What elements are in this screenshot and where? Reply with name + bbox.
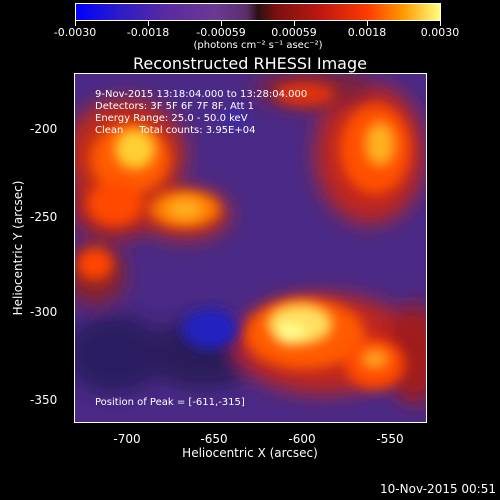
colorbar-tick-label: 0.0030 [420,26,460,39]
footer-timestamp: 10-Nov-2015 00:51 [380,482,496,496]
colorbar [75,3,441,21]
annotation-clean-counts: Clean Total counts: 3.95E+04 [95,125,256,136]
annotation-time-range: 9-Nov-2015 13:18:04.000 to 13:28:04.000 [95,89,308,100]
y-tick-label: -250 [30,210,58,224]
rhessi-image [75,74,426,422]
y-axis-label: Heliocentric Y (arcsec) [11,180,25,316]
y-tick-label: -350 [30,393,58,407]
colorbar-tick-label: 0.00059 [271,26,317,39]
colorbar-unit-label: (photons cm⁻² s⁻¹ asec⁻²) [193,40,323,51]
colorbar-tick-label: 0.0018 [347,26,387,39]
x-tick-label: -550 [376,432,404,446]
image-plot-area [74,73,427,423]
y-tick-label: -200 [30,122,58,136]
y-tick-label: -300 [30,305,58,319]
x-tick-label: -600 [288,432,316,446]
annotation-energy-range: Energy Range: 25.0 - 50.0 keV [95,113,248,124]
x-tick-label: -700 [113,432,141,446]
annotation-peak-position: Position of Peak = [-611,-315] [95,397,245,408]
x-tick-label: -650 [200,432,228,446]
colorbar-tick-label: -0.00059 [196,26,246,39]
colorbar-tick-label: -0.0030 [53,26,97,39]
colorbar-tick-label: -0.0018 [126,26,170,39]
annotation-detectors: Detectors: 3F 5F 6F 7F 8F, Att 1 [95,101,255,112]
plot-title: Reconstructed RHESSI Image [133,54,367,73]
x-axis-label: Heliocentric X (arcsec) [182,446,318,460]
